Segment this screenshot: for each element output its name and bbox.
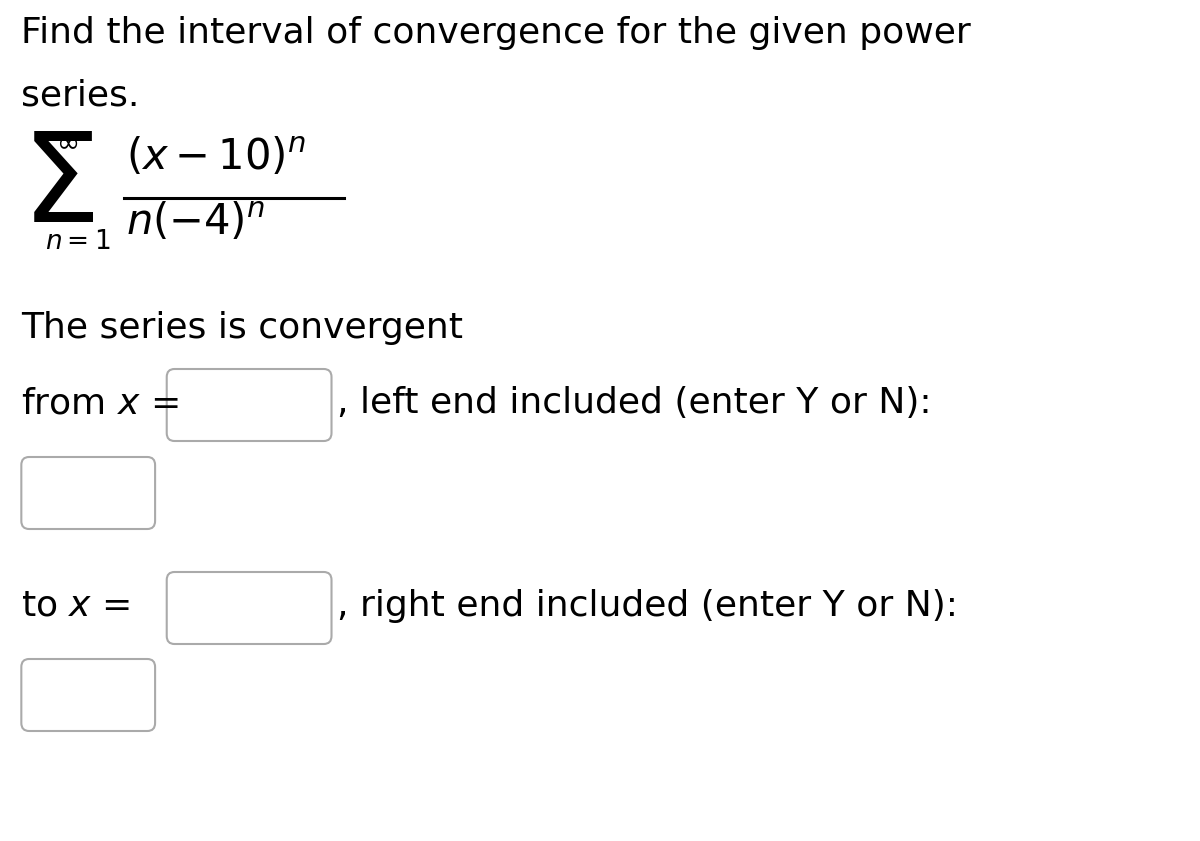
Text: $\infty$: $\infty$ [56,131,78,156]
Text: series.: series. [22,79,139,113]
Text: , left end included (enter Y or N):: , left end included (enter Y or N): [337,386,932,420]
Text: $n=1$: $n=1$ [44,231,110,255]
Text: from $x$ =: from $x$ = [22,386,179,420]
Text: $n(-4)^n$: $n(-4)^n$ [126,201,265,243]
FancyBboxPatch shape [167,369,331,441]
Text: to $x$ =: to $x$ = [22,589,131,623]
Text: , right end included (enter Y or N):: , right end included (enter Y or N): [337,589,959,623]
FancyBboxPatch shape [167,572,331,644]
Text: Find the interval of convergence for the given power: Find the interval of convergence for the… [22,16,971,50]
Text: $\Sigma$: $\Sigma$ [22,136,95,249]
Text: $(x-10)^n$: $(x-10)^n$ [126,136,306,178]
FancyBboxPatch shape [22,659,155,731]
FancyBboxPatch shape [22,457,155,529]
Text: The series is convergent: The series is convergent [22,311,463,345]
